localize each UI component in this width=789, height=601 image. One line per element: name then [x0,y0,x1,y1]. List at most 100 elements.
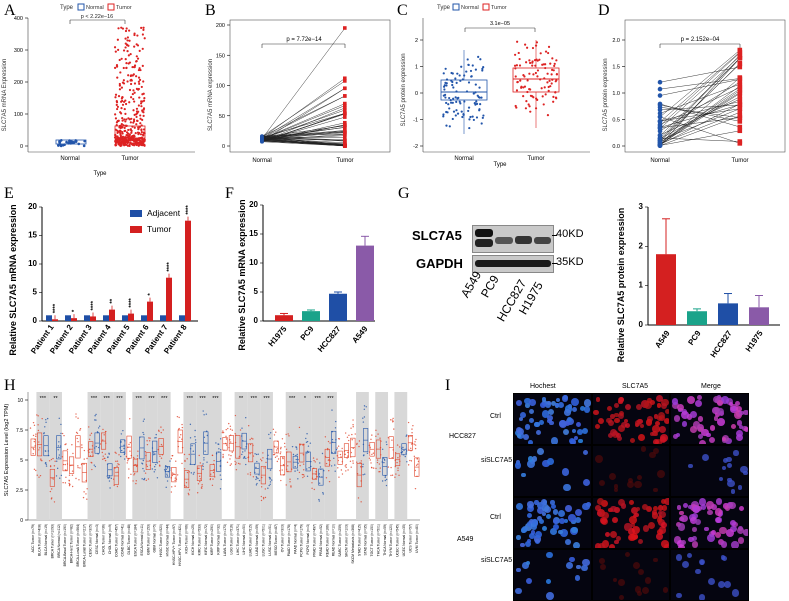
point [86,488,88,490]
point-normal [468,126,471,130]
point-tumor [120,57,123,60]
point [120,433,123,435]
point-tumor [138,96,141,99]
pair-line [659,81,741,132]
point [115,452,117,454]
point [197,483,200,485]
point-tumor [136,34,139,37]
pair-line [659,98,741,136]
point [329,442,331,444]
point [76,437,78,440]
point [176,415,179,418]
point-tumor [130,117,133,120]
point [391,474,394,476]
point [385,484,388,487]
point [269,478,271,480]
pvalue-label: 3.1e−05 [490,21,510,27]
point [83,463,85,465]
panel-e-legend: Adjacent Tumor [130,208,181,234]
y-tick-label: 0.5 [612,118,620,124]
point [363,405,366,407]
point-tumor [522,74,525,77]
point [57,449,59,451]
point-normal [457,96,460,99]
point [394,465,397,468]
point [414,444,417,446]
point [178,427,180,430]
x-tick-label: OV Tumor (n=303) [281,524,285,552]
point [386,443,388,446]
pair-line [261,88,346,142]
point-normal [260,135,264,140]
point [245,417,247,419]
point-normal [451,117,454,121]
point-tumor [529,61,532,65]
point [255,478,257,481]
point [174,479,176,482]
point [135,465,138,468]
x-tick-label: KIRC Tumor (n=533) [197,524,201,555]
x-tick-normal: Normal [650,158,669,164]
point-tumor [518,57,521,61]
point [260,495,263,498]
micrograph-tile [592,498,670,548]
micrograph-tile [671,394,748,444]
point [222,431,225,434]
x-tick-label: SARC Tumor (n=259) [338,524,342,557]
point-tumor [343,135,347,140]
point [60,432,62,435]
x-tick-label: BRCA-Basal Tumor (n=190) [63,524,67,566]
pair-line [659,54,741,141]
point [215,442,217,444]
pair-line [659,66,741,83]
point-tumor [130,79,133,82]
x-tick-label: READ Tumor (n=166) [325,524,329,557]
point [279,453,282,455]
point [219,488,222,490]
group-shade [285,392,299,520]
point [280,451,282,453]
point [347,439,350,442]
blot-gapdh-band [472,255,554,273]
point [130,473,132,476]
point-normal [657,93,663,98]
point [314,461,316,463]
point [298,426,301,429]
point-tumor [121,135,125,138]
x-tick-label: LIHC Normal (n=50) [242,524,246,554]
point [38,476,40,478]
panel-g-chart: Relative SLC7A5 protein expression 0123 … [616,202,780,362]
point [77,417,79,419]
pair-line [659,92,741,143]
point [411,432,413,434]
pair-line [261,109,346,140]
point [413,443,415,445]
panel-label-c: C [397,2,408,19]
point-tumor [525,100,528,103]
legend-adjacent-label: Adjacent [147,208,181,218]
point [199,481,201,483]
point [222,430,224,432]
x-tick-label: KIRP Tumor (n=290) [210,524,214,555]
point [38,441,40,443]
point [241,453,243,456]
point-tumor [737,83,743,89]
point [370,462,372,464]
point [276,460,279,463]
point-normal [451,72,454,75]
point [202,463,204,465]
point [81,444,83,446]
bar-adjacent [46,315,52,321]
point-tumor [125,118,128,121]
point [214,476,216,478]
point [249,452,251,455]
point [410,435,412,437]
x-tick-label: COAD Normal (n=41) [121,524,125,557]
point [197,467,199,469]
point-tumor [127,128,130,132]
point [364,473,366,475]
point [117,471,119,474]
point-tumor [518,64,522,67]
point [60,474,63,477]
point-tumor [133,33,136,37]
